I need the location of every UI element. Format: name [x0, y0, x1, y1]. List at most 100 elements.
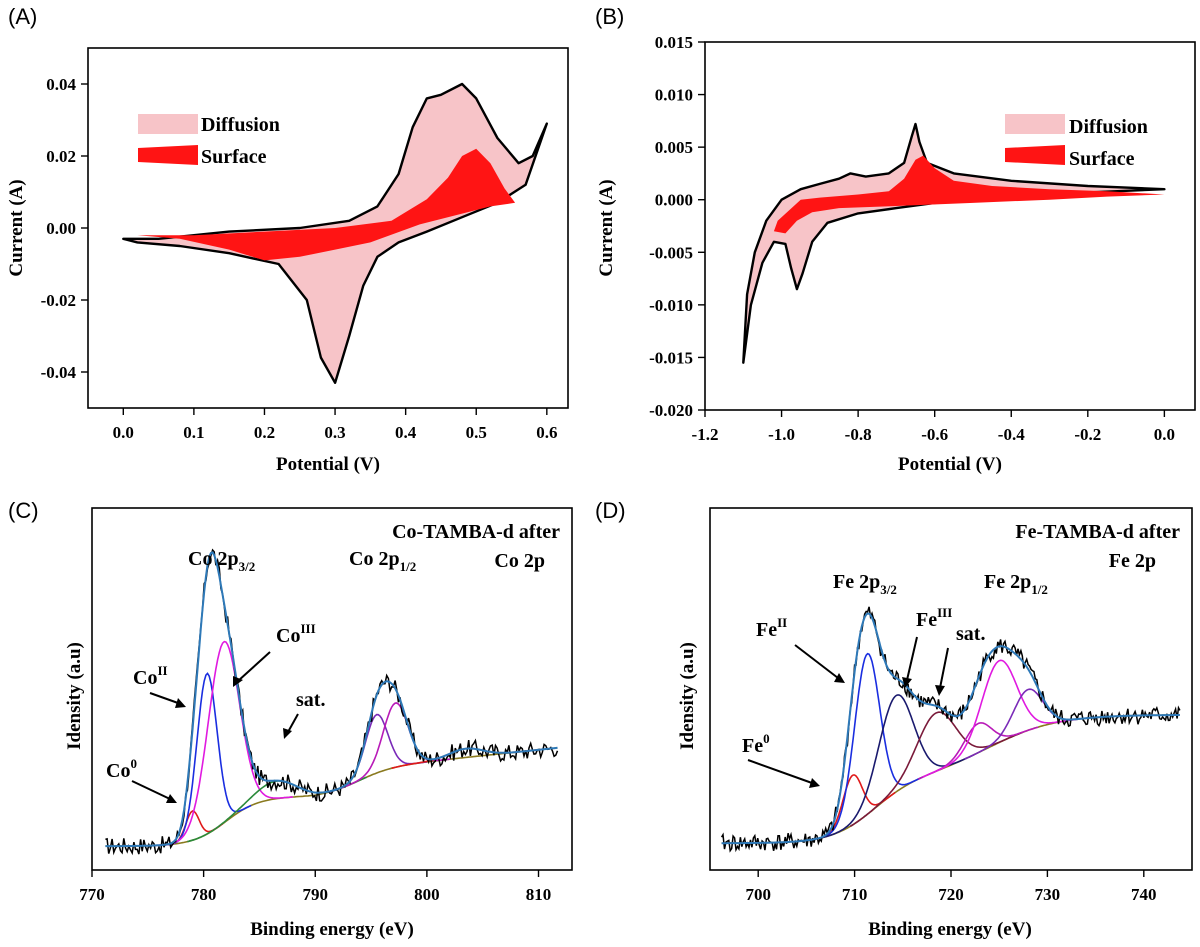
panel-b-y-axis-label: Current (A) — [596, 179, 617, 276]
x-tick-label: 700 — [745, 885, 771, 904]
y-tick-label: -0.020 — [649, 401, 693, 420]
legend-label-surface: Surface — [1069, 148, 1135, 170]
panel-a-legend: Diffusion Surface — [138, 114, 280, 168]
arrow-co-ii — [149, 692, 179, 704]
xps-raw-data — [720, 606, 1181, 853]
x-tick-label: 0.0 — [113, 423, 134, 442]
arrow-co-0 — [131, 780, 171, 800]
panel-a-y-ticks: 0.04 0.02 0.00 -0.02 -0.04 — [41, 75, 88, 382]
arrow-sat — [939, 647, 949, 689]
y-tick-label: 0.00 — [46, 219, 76, 238]
cv-area-surface — [773, 155, 1165, 234]
annotation-co-2p32: Co 2p3/2 — [188, 548, 255, 574]
annotation-co-ii: CoII — [133, 663, 168, 689]
arrow-fe-0 — [747, 759, 813, 784]
panel-d-label: (D) — [595, 498, 626, 523]
xps-peak-coii — [162, 672, 252, 846]
x-tick-label: 0.0 — [1154, 425, 1175, 444]
cv-area-diffusion — [742, 122, 1166, 364]
y-tick-label: 0.000 — [655, 191, 693, 210]
y-tick-label: 0.015 — [655, 33, 693, 52]
x-tick-label: -0.8 — [845, 425, 872, 444]
panel-d-arrows — [747, 636, 949, 788]
x-tick-label: 730 — [1035, 885, 1061, 904]
x-tick-label: -0.6 — [921, 425, 948, 444]
arrowhead-fe-0 — [809, 778, 820, 788]
legend-label-diffusion: Diffusion — [201, 114, 280, 136]
annotation-sat: sat. — [296, 689, 325, 711]
legend-swatch-surface — [1005, 145, 1065, 165]
panel-a-label: (A) — [8, 4, 37, 29]
x-tick-label: 740 — [1131, 885, 1157, 904]
panel-b-x-ticks: -1.2 -1.0 -0.8 -0.6 -0.4 -0.2 0.0 — [692, 410, 1175, 444]
x-tick-label: 0.4 — [395, 423, 417, 442]
x-tick-label: 710 — [842, 885, 868, 904]
y-tick-label: 0.02 — [46, 147, 76, 166]
annotation-fe-2p32: Fe 2p3/2 — [833, 571, 897, 597]
y-tick-label: -0.04 — [41, 363, 77, 382]
panel-c-x-axis-label: Binding energy (eV) — [250, 919, 414, 940]
panel-b-label: (B) — [595, 4, 624, 29]
y-tick-label: 0.04 — [46, 75, 76, 94]
xps-background — [721, 714, 1180, 845]
panel-c-plot-area — [105, 548, 559, 856]
y-tick-label: 0.010 — [655, 86, 693, 105]
annotation-fe-ii: FeII — [756, 615, 787, 641]
x-tick-label: 0.2 — [254, 423, 275, 442]
panel-d-x-axis-label: Binding energy (eV) — [868, 919, 1032, 940]
arrowhead-co-iii — [233, 676, 243, 687]
xps-background — [105, 747, 558, 847]
x-tick-label: 780 — [191, 885, 217, 904]
cv-area-surface — [137, 148, 516, 261]
y-tick-label: -0.005 — [649, 243, 693, 262]
x-tick-label: -0.4 — [998, 425, 1025, 444]
arrowhead-sat — [283, 728, 292, 739]
panel-b-y-ticks: 0.015 0.010 0.005 0.000 -0.005 -0.010 -0.015 -0… — [649, 33, 705, 420]
x-tick-label: -1.0 — [768, 425, 795, 444]
panel-d-title-line-2: Fe 2p — [1109, 550, 1156, 572]
panel-a-x-ticks: 0.0 0.1 0.2 0.3 0.4 0.5 0.6 — [113, 408, 557, 442]
panel-c-x-ticks: 770 780 790 800 810 — [79, 870, 551, 904]
panel-a-y-axis-label: Current (A) — [6, 179, 27, 276]
panel-c-y-axis-label: Idensity (a.u) — [64, 642, 85, 750]
xps-peak-fe2p12b — [922, 659, 1078, 778]
panel-b-x-axis-label: Potential (V) — [898, 454, 1002, 475]
x-tick-label: -1.2 — [692, 425, 719, 444]
x-tick-label: 810 — [526, 885, 552, 904]
annotation-co-2p12: Co 2p1/2 — [349, 548, 416, 574]
legend-swatch-diffusion — [1005, 114, 1065, 134]
xps-envelope — [721, 612, 1180, 845]
panel-d-y-axis-label: Idensity (a.u) — [677, 642, 698, 750]
legend-label-surface: Surface — [201, 146, 267, 168]
panel-c-frame — [91, 507, 573, 871]
xps-peak-sat — [849, 711, 1023, 827]
annotation-sat: sat. — [956, 623, 985, 645]
x-tick-label: 0.1 — [183, 423, 204, 442]
legend-swatch-diffusion — [138, 114, 198, 134]
x-tick-label: 800 — [414, 885, 440, 904]
panel-b-frame — [704, 41, 1196, 411]
panel-c-title-line-2: Co 2p — [494, 550, 545, 572]
x-tick-label: 0.5 — [466, 423, 487, 442]
panel-d-title-line-1: Fe-TAMBA-d after — [1015, 521, 1180, 543]
x-tick-label: 0.6 — [536, 423, 557, 442]
arrow-fe-iii — [906, 636, 918, 681]
panel-b-plot-area — [742, 122, 1166, 364]
x-tick-label: 720 — [938, 885, 964, 904]
panel-d: (D) 700 710 720 730 740 Binding energy (eV) … — [595, 498, 1193, 940]
panel-c-arrows — [131, 651, 299, 803]
panel-a-x-axis-label: Potential (V) — [276, 454, 380, 475]
arrowhead-co-0 — [166, 794, 177, 803]
arrowhead-fe-ii — [834, 673, 845, 683]
x-tick-label: 0.3 — [324, 423, 345, 442]
arrow-co-iii — [237, 651, 271, 682]
xps-peak-coiii — [153, 640, 293, 847]
x-tick-label: 770 — [79, 885, 105, 904]
x-tick-label: -0.2 — [1074, 425, 1101, 444]
y-tick-label: -0.015 — [649, 348, 693, 367]
arrow-sat — [287, 713, 299, 733]
arrowhead-co-ii — [175, 698, 186, 708]
arrowhead-sat — [935, 685, 945, 696]
legend-label-diffusion: Diffusion — [1069, 116, 1148, 138]
